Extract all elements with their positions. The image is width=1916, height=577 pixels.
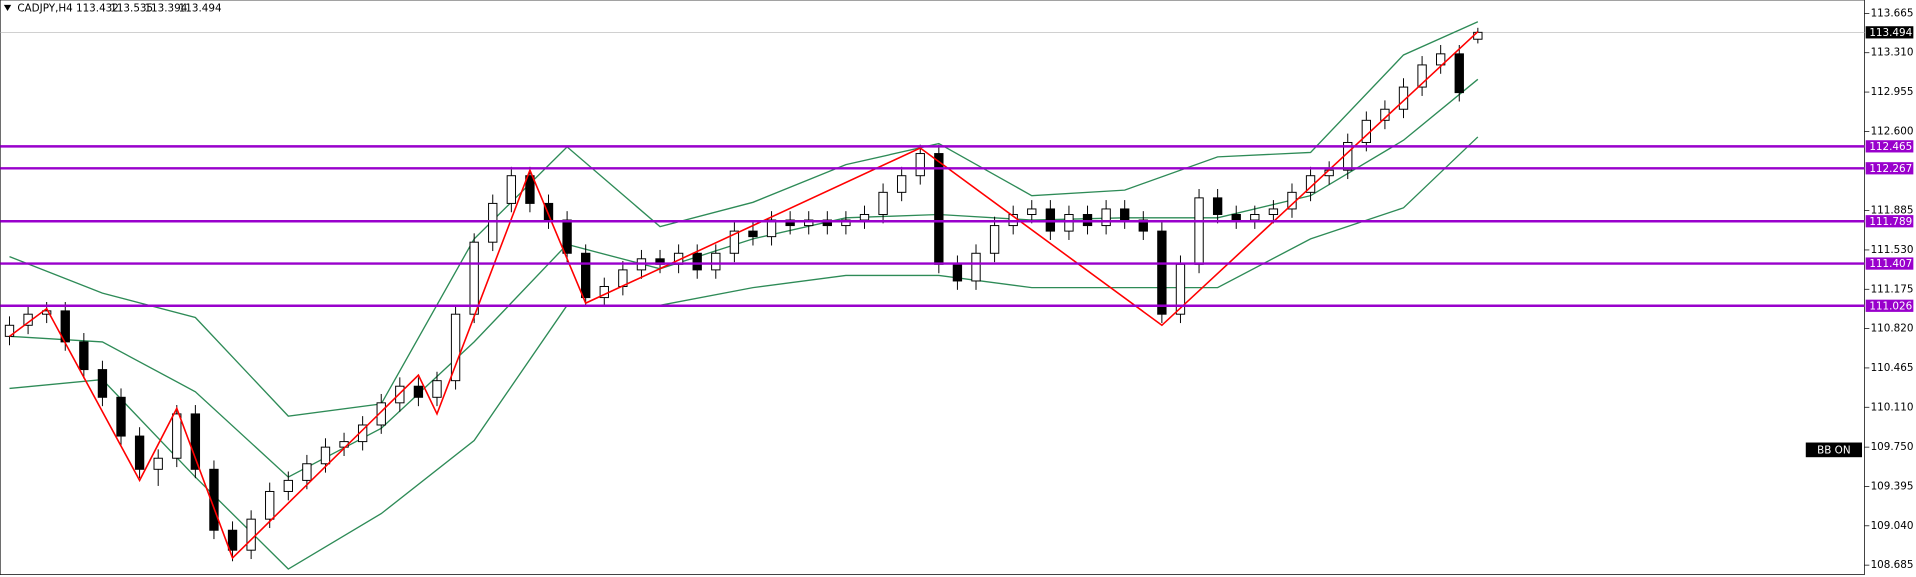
candle-body (525, 175, 535, 204)
candle-body (1231, 213, 1241, 221)
level-badge (1865, 215, 1914, 228)
candle-body (1436, 53, 1446, 66)
candle-body (1194, 197, 1204, 265)
candle-body (896, 175, 907, 193)
candle-body (320, 446, 331, 465)
candle-body (1120, 208, 1130, 221)
candle-body (692, 252, 702, 271)
candle-body (1454, 53, 1464, 94)
candle-body (450, 313, 461, 382)
y-tick-label: 112.600 (1871, 125, 1914, 137)
candle-body (1250, 213, 1260, 221)
candle-body (1101, 208, 1111, 227)
candle-body (971, 252, 981, 282)
y-tick-label: 109.395 (1871, 480, 1914, 492)
header-high: 113.535 (110, 3, 153, 15)
candle-body (581, 252, 591, 299)
candle-body (97, 369, 108, 398)
candle-body (952, 263, 963, 282)
candle-body (116, 396, 126, 437)
candle-body (1157, 230, 1167, 315)
level-label: 112.267 (1869, 163, 1912, 175)
indicator-label: BB ON (1817, 444, 1850, 456)
candle-body (562, 219, 572, 254)
candle-body (413, 385, 424, 398)
candle-body (190, 413, 201, 470)
candle-body (134, 435, 145, 470)
y-tick-label: 113.310 (1871, 47, 1914, 59)
candle-body (1398, 86, 1409, 110)
candle-body (172, 413, 182, 459)
band-lower (9, 136, 1479, 570)
candle-body (153, 457, 163, 470)
candle-body (506, 175, 517, 204)
indicator-badge (1805, 442, 1863, 458)
candle-body (1212, 197, 1223, 215)
level-label: 111.026 (1869, 300, 1912, 312)
candle-body (1417, 64, 1427, 88)
level-label: 111.789 (1869, 216, 1912, 228)
candle-body (227, 529, 238, 551)
candle-body (246, 518, 256, 551)
chart-title: CADJPY,H4 (17, 3, 73, 15)
level-badge (1865, 257, 1914, 270)
candle-body (432, 380, 442, 398)
y-tick-label: 111.175 (1871, 283, 1914, 295)
level-label: 112.465 (1869, 141, 1912, 153)
candle-body (859, 213, 870, 221)
y-tick-label: 108.685 (1871, 559, 1914, 571)
level-badge (1865, 140, 1914, 153)
candle-body (79, 341, 89, 371)
band-upper (9, 21, 1479, 417)
candle-body (1361, 119, 1371, 143)
header-low: 113.394 (144, 3, 187, 15)
candle-body (748, 230, 758, 238)
y-tick-label: 109.040 (1871, 520, 1914, 532)
bid-label: 113.494 (1869, 27, 1912, 39)
candle-body (283, 479, 293, 492)
y-tick-label: 112.955 (1871, 86, 1914, 98)
candle-body (989, 225, 1000, 254)
candle-body (209, 468, 219, 531)
candle-body (265, 490, 275, 520)
y-tick-label: 111.530 (1871, 244, 1914, 256)
candle-body (729, 230, 740, 254)
candle-body (766, 219, 777, 238)
candle-body (878, 191, 888, 215)
y-tick-label: 110.820 (1871, 323, 1914, 335)
y-tick-label: 111.885 (1871, 205, 1914, 217)
menu-arrow[interactable] (3, 4, 12, 12)
y-tick-label: 113.665 (1871, 7, 1914, 19)
y-tick-label: 109.750 (1871, 441, 1914, 453)
level-badge (1865, 162, 1914, 175)
header-open: 113.432 (76, 3, 119, 15)
level-label: 111.407 (1869, 258, 1912, 270)
level-badge (1865, 299, 1914, 312)
candle-body (934, 153, 944, 265)
candle-body (1268, 208, 1279, 215)
candle-body (302, 463, 312, 481)
candle-body (1027, 208, 1037, 215)
candle-body (376, 402, 386, 426)
y-tick-label: 110.465 (1871, 362, 1914, 374)
y-tick-label: 110.110 (1871, 401, 1914, 413)
candle-body (1064, 213, 1074, 232)
candle-body (915, 153, 925, 177)
zigzag (9, 31, 1479, 560)
bid-badge (1865, 26, 1914, 39)
candle-body (488, 202, 498, 243)
header-close: 113.494 (179, 3, 222, 15)
candle-body (469, 241, 479, 315)
plot-area (0, 0, 1865, 575)
candle-body (711, 252, 721, 271)
